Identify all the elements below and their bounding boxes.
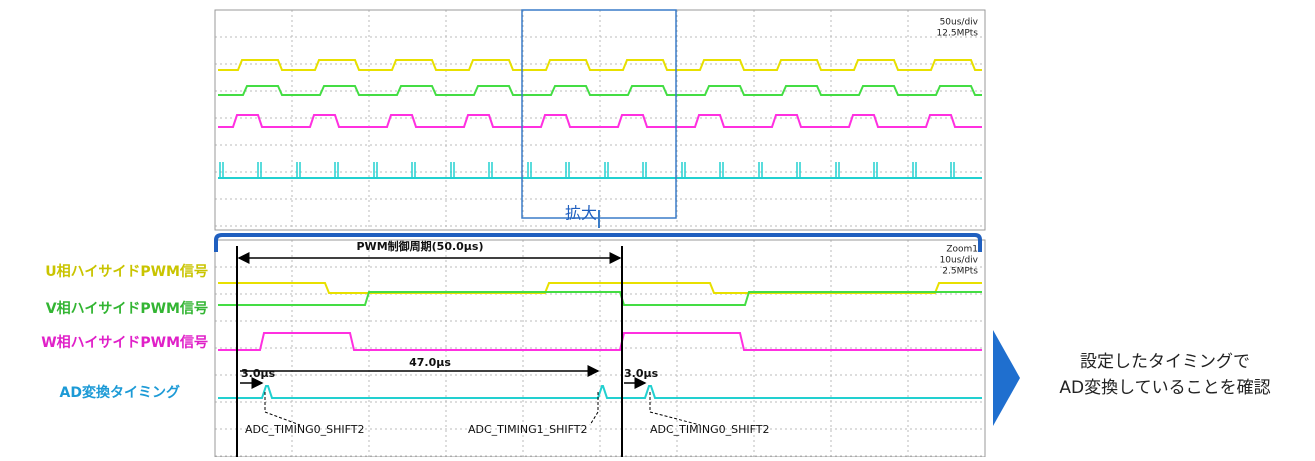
zoom-label: 拡大 (565, 204, 597, 223)
shift-label: 3.0μs (241, 367, 276, 380)
adc-label: ADC_TIMING1_SHIFT2 (468, 423, 587, 436)
signal-label: W相ハイサイドPWM信号 (41, 334, 208, 351)
leader-lines (265, 392, 700, 425)
points: 12.5MPts (937, 29, 979, 39)
interval-label: 47.0μs (409, 356, 451, 369)
figure: 拡大 50us/div 12.5MPts Zoom1 10us/div 2.5M… (0, 0, 1315, 457)
adc-label: ADC_TIMING0_SHIFT2 (245, 423, 364, 436)
signal-label: U相ハイサイドPWM信号 (45, 263, 208, 280)
conclusion: 設定したタイミングで (1080, 352, 1250, 372)
zoom-title: Zoom1 (946, 245, 978, 255)
signal-label: V相ハイサイドPWM信号 (46, 300, 208, 317)
conclusion: AD変換していることを確認 (1059, 378, 1270, 398)
shift-label: 3.0μs (624, 367, 659, 380)
timebase: 50us/div (940, 18, 979, 28)
signal-label: AD変換タイミング (60, 384, 180, 401)
adc-label: ADC_TIMING0_SHIFT2 (650, 423, 769, 436)
zoom-bracket (216, 235, 980, 252)
period-label: PWM制御周期(50.0μs) (357, 239, 484, 253)
arrow-triangle (993, 330, 1020, 426)
timebase: 10us/div (940, 256, 979, 266)
page: {"top_scope": {"timebase": "50us/div", "… (0, 0, 1315, 457)
points: 2.5MPts (942, 267, 978, 277)
